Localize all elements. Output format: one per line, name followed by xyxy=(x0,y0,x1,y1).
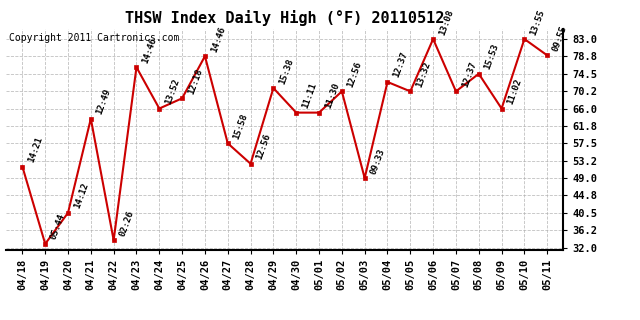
Text: 15:38: 15:38 xyxy=(278,57,295,85)
Text: 12:56: 12:56 xyxy=(255,132,273,161)
Text: 14:46: 14:46 xyxy=(209,25,227,53)
Text: 02:26: 02:26 xyxy=(118,209,136,237)
Text: 14:21: 14:21 xyxy=(26,135,44,164)
Text: 13:52: 13:52 xyxy=(163,77,181,106)
Text: 13:08: 13:08 xyxy=(437,8,455,36)
Text: 12:37: 12:37 xyxy=(392,51,410,79)
Text: 14:12: 14:12 xyxy=(72,182,90,210)
Text: 11:02: 11:02 xyxy=(506,77,524,106)
Text: 12:56: 12:56 xyxy=(346,60,364,89)
Text: 09:33: 09:33 xyxy=(369,147,387,175)
Text: 11:11: 11:11 xyxy=(300,82,318,110)
Text: 15:53: 15:53 xyxy=(483,43,500,71)
Text: 13:55: 13:55 xyxy=(529,8,546,36)
Text: 12:49: 12:49 xyxy=(95,88,113,116)
Text: 14:46: 14:46 xyxy=(141,36,158,64)
Text: 12:18: 12:18 xyxy=(186,67,204,96)
Text: 15:58: 15:58 xyxy=(232,112,250,140)
Text: 09:55: 09:55 xyxy=(552,24,569,52)
Text: 13:32: 13:32 xyxy=(415,60,432,89)
Text: 11:30: 11:30 xyxy=(323,82,341,110)
Title: THSW Index Daily High (°F) 20110512: THSW Index Daily High (°F) 20110512 xyxy=(125,10,445,26)
Text: 12:37: 12:37 xyxy=(460,60,478,89)
Text: 05:44: 05:44 xyxy=(49,213,67,241)
Text: Copyright 2011 Cartronics.com: Copyright 2011 Cartronics.com xyxy=(9,33,180,43)
